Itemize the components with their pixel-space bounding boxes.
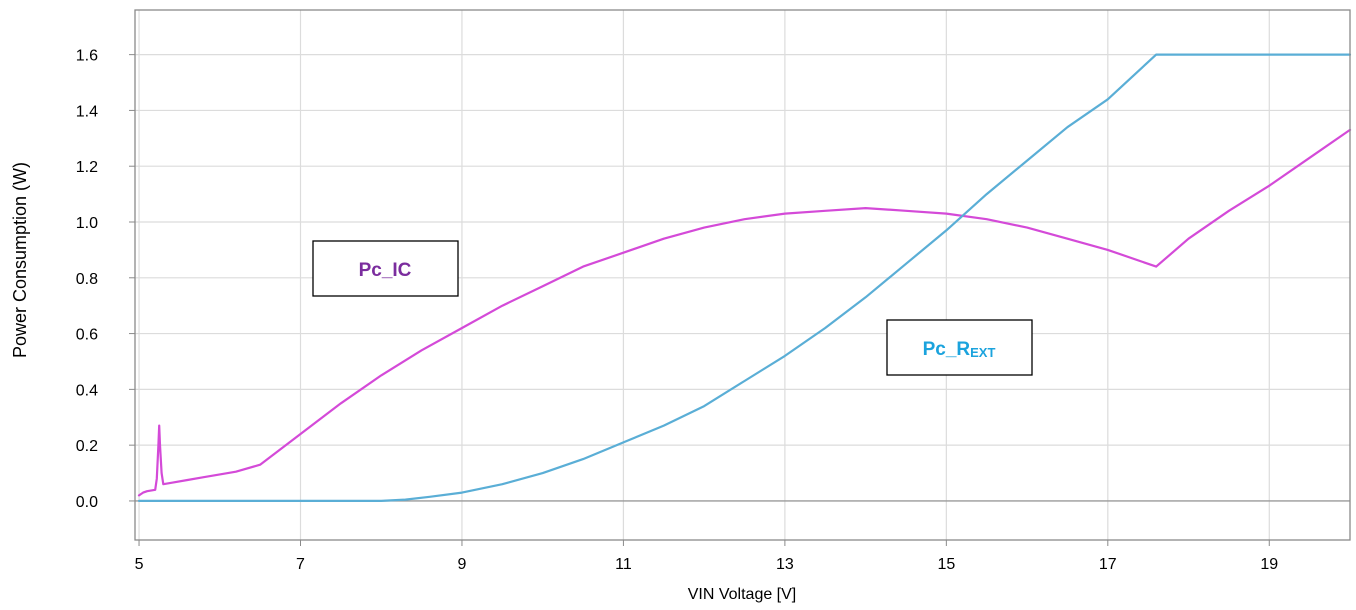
annotation-main-pc-rext: Pc_R <box>923 339 971 360</box>
series-line-pc-r-ext <box>137 53 1352 502</box>
y-axis-ticks: 0.0 0.2 0.4 0.6 0.8 1.0 1.2 1.4 1.6 <box>76 48 135 511</box>
y-tick-label: 1.0 <box>76 215 98 232</box>
x-tick-label: 11 <box>615 556 632 573</box>
annotation-pc-ic: Pc_IC <box>312 240 459 297</box>
y-tick-label: 1.4 <box>76 103 98 120</box>
annotation-text-pc-ic: Pc_IC <box>359 260 412 281</box>
plot-frame <box>134 9 1351 541</box>
series-layer <box>137 53 1352 502</box>
x-tick-label: 13 <box>776 556 794 573</box>
y-tick-label: 0.4 <box>76 382 98 399</box>
y-axis-title: Power Consumption (W) <box>10 162 30 358</box>
y-tick-label: 1.2 <box>76 159 98 176</box>
y-tick-label: 0.8 <box>76 271 98 288</box>
y-tick-label: 0.0 <box>76 494 98 511</box>
y-tick-label: 0.2 <box>76 438 98 455</box>
x-axis-title: VIN Voltage [V] <box>688 586 797 603</box>
annotation-pc-rext: Pc_REXT <box>886 319 1033 376</box>
x-tick-label: 17 <box>1099 556 1117 573</box>
x-tick-label: 19 <box>1260 556 1278 573</box>
x-tick-label: 15 <box>937 556 955 573</box>
x-tick-label: 9 <box>458 556 467 573</box>
x-tick-label: 7 <box>296 556 305 573</box>
x-tick-label: 5 <box>135 556 144 573</box>
annotation-box-pc-ic <box>312 240 459 297</box>
x-axis-ticks: 5 7 9 11 13 15 17 19 <box>135 540 1278 573</box>
y-tick-label: 1.6 <box>76 48 98 65</box>
y-tick-label: 0.6 <box>76 327 98 344</box>
annotation-sub-pc-rext: EXT <box>970 345 995 360</box>
annotation-text-pc-rext: Pc_REXT <box>923 339 996 360</box>
annotation-box-pc-rext <box>886 319 1033 376</box>
series-line-pc-ic <box>137 128 1352 497</box>
